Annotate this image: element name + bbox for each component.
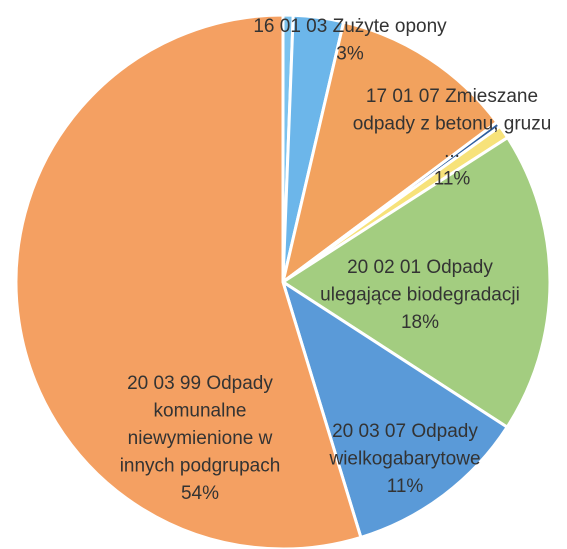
slice-label: 20 02 01 Odpady xyxy=(347,257,493,278)
pie-slice xyxy=(280,135,552,430)
slice-label: 16 01 03 Zużyte opony xyxy=(253,16,447,37)
slice-label: ulegające biodegradacji xyxy=(320,285,520,306)
pie-slice xyxy=(280,20,500,286)
pie-slice xyxy=(14,13,363,549)
slice-label: komunalne xyxy=(154,401,247,422)
value-label: 11% xyxy=(387,476,424,497)
slice-label: 20 03 07 Odpady xyxy=(332,421,478,442)
value-label: 18% xyxy=(401,312,439,333)
slice-label: innych podgrupach xyxy=(120,456,281,477)
slice-label: odpady z betonu, gruzu xyxy=(353,114,552,135)
pie-slice xyxy=(280,278,510,540)
value-label: 54% xyxy=(181,483,219,504)
slice-label: ... xyxy=(444,141,460,162)
slice-label: 17 01 07 Zmieszane xyxy=(366,86,538,107)
slice-label: wielkogabarytowe xyxy=(328,449,480,470)
slice-label: niewymienione w xyxy=(128,428,273,449)
value-label: 3% xyxy=(336,44,364,65)
value-label: 11% xyxy=(434,169,471,190)
slice-label: 20 03 99 Odpady xyxy=(127,373,273,394)
